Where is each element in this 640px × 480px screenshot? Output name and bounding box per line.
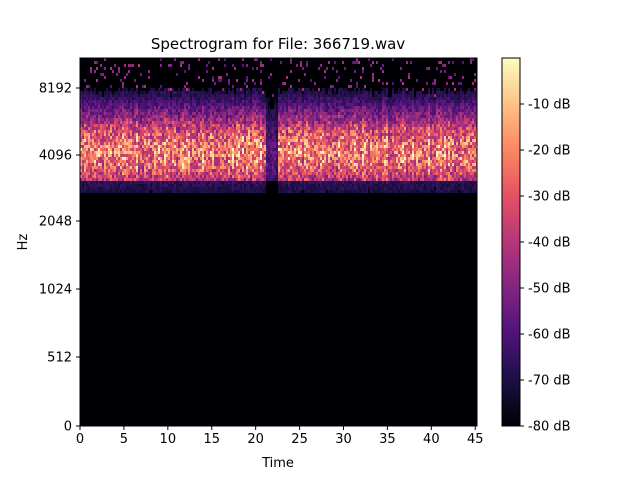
x-tick-label: 5	[120, 432, 128, 447]
y-tick-label: 8192	[39, 82, 72, 97]
y-tick-label: 2048	[39, 215, 72, 230]
colorbar-tick-label: -30 dB	[528, 190, 571, 205]
x-tick-label: 20	[247, 432, 264, 447]
chart-title: Spectrogram for File: 366719.wav	[151, 35, 405, 53]
colorbar-tick-label: -60 dB	[528, 328, 571, 343]
colorbar-tick-label: -20 dB	[528, 144, 571, 159]
colorbar-tick-label: -70 dB	[528, 374, 571, 389]
colorbar-tick-label: -50 dB	[528, 282, 571, 297]
y-tick-label: 4096	[39, 149, 72, 164]
y-axis-label: Hz	[16, 234, 31, 251]
x-axis-label: Time	[261, 456, 294, 471]
x-tick-label: 0	[76, 432, 84, 447]
y-tick-label: 0	[64, 420, 72, 435]
x-tick-label: 45	[467, 432, 484, 447]
x-tick-label: 30	[335, 432, 352, 447]
x-tick-label: 25	[291, 432, 308, 447]
x-tick-label: 40	[423, 432, 440, 447]
y-tick-label: 1024	[39, 283, 72, 298]
colorbar	[501, 57, 521, 427]
x-axis: 0 5 10 15 20 25 30 35 40 45	[76, 426, 484, 447]
y-axis: 0 512 1024 2048 4096 8192	[39, 82, 80, 435]
colorbar-axis: -10 dB -20 dB -30 dB -40 dB -50 dB -60 dB -70 …	[520, 98, 571, 435]
spectrogram-image	[80, 58, 477, 193]
x-tick-label: 35	[379, 432, 396, 447]
colorbar-tick-label: -40 dB	[528, 236, 571, 251]
x-tick-label: 15	[203, 432, 220, 447]
colorbar-tick-label: -10 dB	[528, 98, 571, 113]
y-tick-label: 512	[47, 351, 72, 366]
x-tick-label: 10	[160, 432, 177, 447]
colorbar-tick-label: -80 dB	[528, 420, 571, 435]
plot-frame	[79, 57, 478, 427]
